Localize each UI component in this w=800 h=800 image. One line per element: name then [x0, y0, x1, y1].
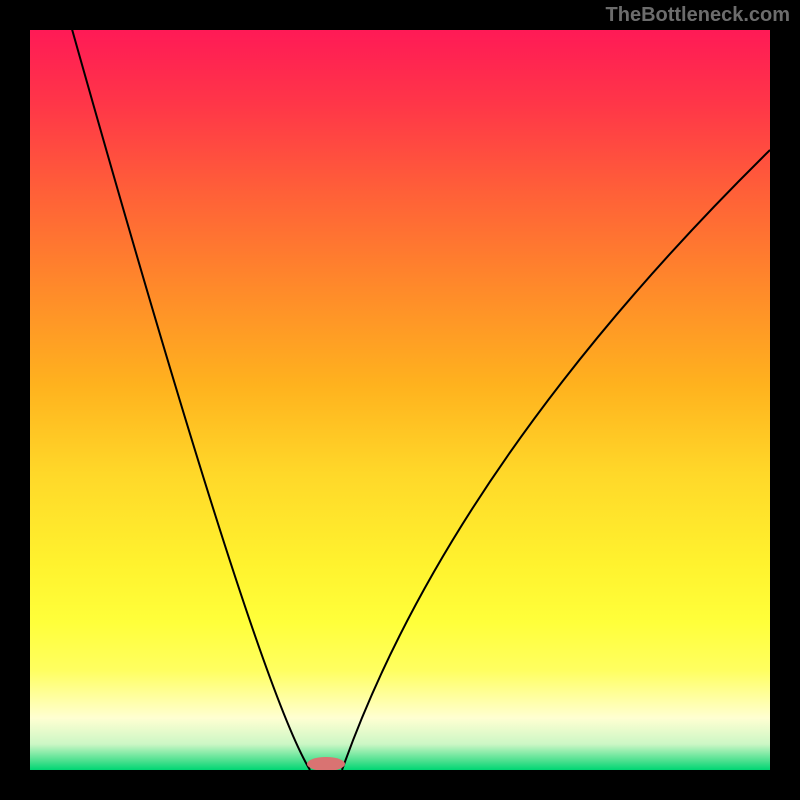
chart-background	[30, 30, 770, 770]
watermark-label: TheBottleneck.com	[606, 4, 790, 27]
chart-figure: TheBottleneck.com	[0, 0, 800, 800]
chart-canvas	[0, 0, 800, 800]
bottleneck-marker	[307, 757, 345, 771]
